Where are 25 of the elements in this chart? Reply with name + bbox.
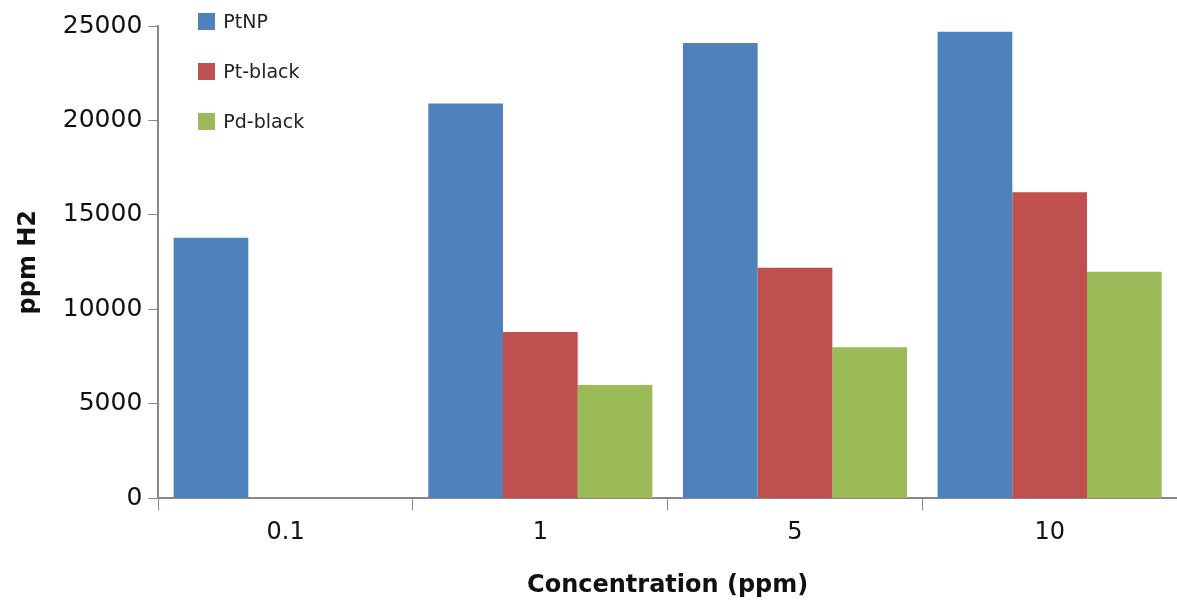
x-axis-title: Concentration (ppm) bbox=[527, 569, 809, 598]
bar bbox=[502, 332, 578, 498]
bar bbox=[682, 43, 758, 498]
bar bbox=[173, 237, 249, 498]
y-tick-label: 25000 bbox=[62, 9, 143, 39]
x-tick-label: 5 bbox=[787, 517, 803, 546]
y-tick-label: 10000 bbox=[62, 292, 143, 322]
bar bbox=[757, 267, 833, 498]
bar bbox=[428, 103, 503, 498]
legend-label: Pt-black bbox=[223, 60, 300, 82]
bar bbox=[832, 347, 908, 498]
legend-label: PtNP bbox=[223, 10, 268, 32]
y-tick-label: 0 bbox=[126, 481, 143, 511]
x-tick-label: 0.1 bbox=[266, 517, 305, 546]
y-tick-label: 15000 bbox=[62, 198, 143, 228]
x-tick-label: 1 bbox=[532, 517, 548, 546]
bar bbox=[937, 31, 1013, 498]
legend-label: Pd-black bbox=[223, 110, 305, 132]
bar bbox=[1012, 192, 1088, 498]
y-tick-label: 5000 bbox=[78, 387, 143, 417]
bar bbox=[1087, 271, 1162, 498]
x-tick-label: 10 bbox=[1034, 517, 1065, 546]
y-axis-title: ppm H2 bbox=[12, 209, 41, 315]
y-tick-label: 20000 bbox=[62, 103, 143, 133]
bar bbox=[577, 385, 653, 498]
